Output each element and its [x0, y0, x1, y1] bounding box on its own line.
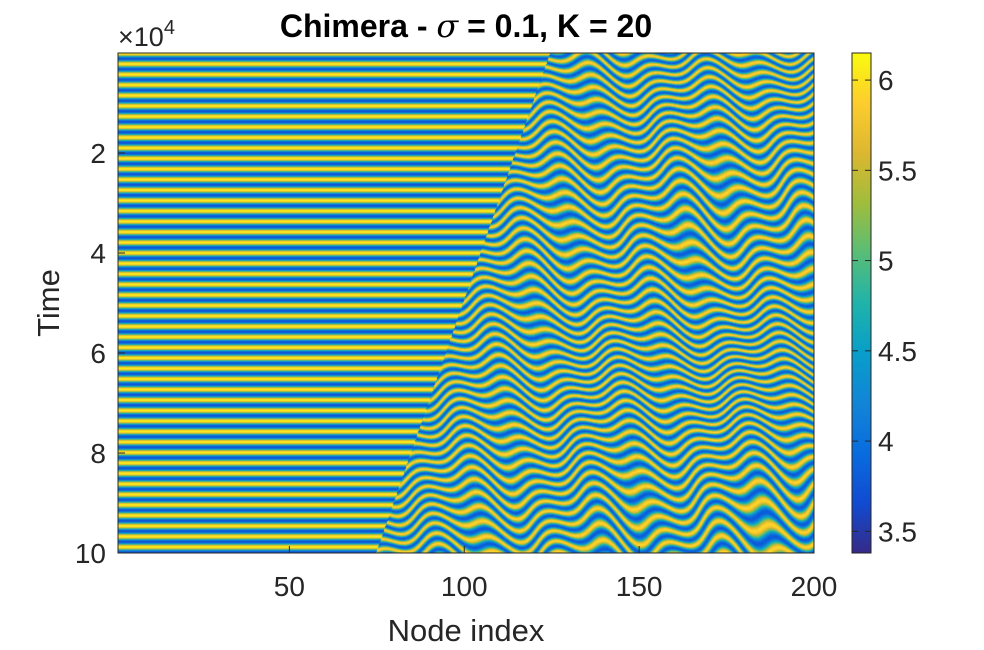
- colorbar-ticks: 3.5 4 4.5 5 5.5 6: [852, 65, 917, 547]
- y-tick-label: 6: [90, 338, 106, 369]
- y-tick-label: 8: [90, 438, 106, 469]
- chart-title: Chimera - σ = 0.1, K = 20: [279, 7, 653, 45]
- y-tick-label: 2: [90, 138, 106, 169]
- colorbar-tick-label: 5: [878, 246, 894, 277]
- colorbar-tick-label: 6: [878, 65, 894, 96]
- x-axis-label: Node index: [388, 613, 545, 648]
- sigma-symbol: σ: [436, 7, 459, 45]
- y-tick-label: 4: [90, 238, 106, 269]
- y-multiplier-label: ×104: [118, 17, 175, 52]
- x-tick-label: 100: [441, 571, 488, 602]
- y-axis: 2 4 6 8 10: [75, 138, 125, 569]
- y-axis-label: Time: [31, 269, 66, 337]
- heatmap-image: [118, 53, 814, 553]
- colorbar-tick-label: 4: [878, 426, 894, 457]
- colorbar: [851, 52, 872, 554]
- colorbar-tick-label: 4.5: [878, 336, 917, 367]
- plot-frame: [117, 52, 815, 554]
- colorbar-tick-label: 5.5: [878, 155, 917, 186]
- x-tick-label: 200: [791, 571, 838, 602]
- x-tick-label: 50: [274, 571, 305, 602]
- x-tick-label: 150: [616, 571, 663, 602]
- y-tick-label: 10: [75, 538, 106, 569]
- heatmap-plot-area: [117, 52, 815, 554]
- x-axis: 50 100 150 200: [274, 546, 838, 602]
- colorbar-tick-label: 3.5: [878, 516, 917, 547]
